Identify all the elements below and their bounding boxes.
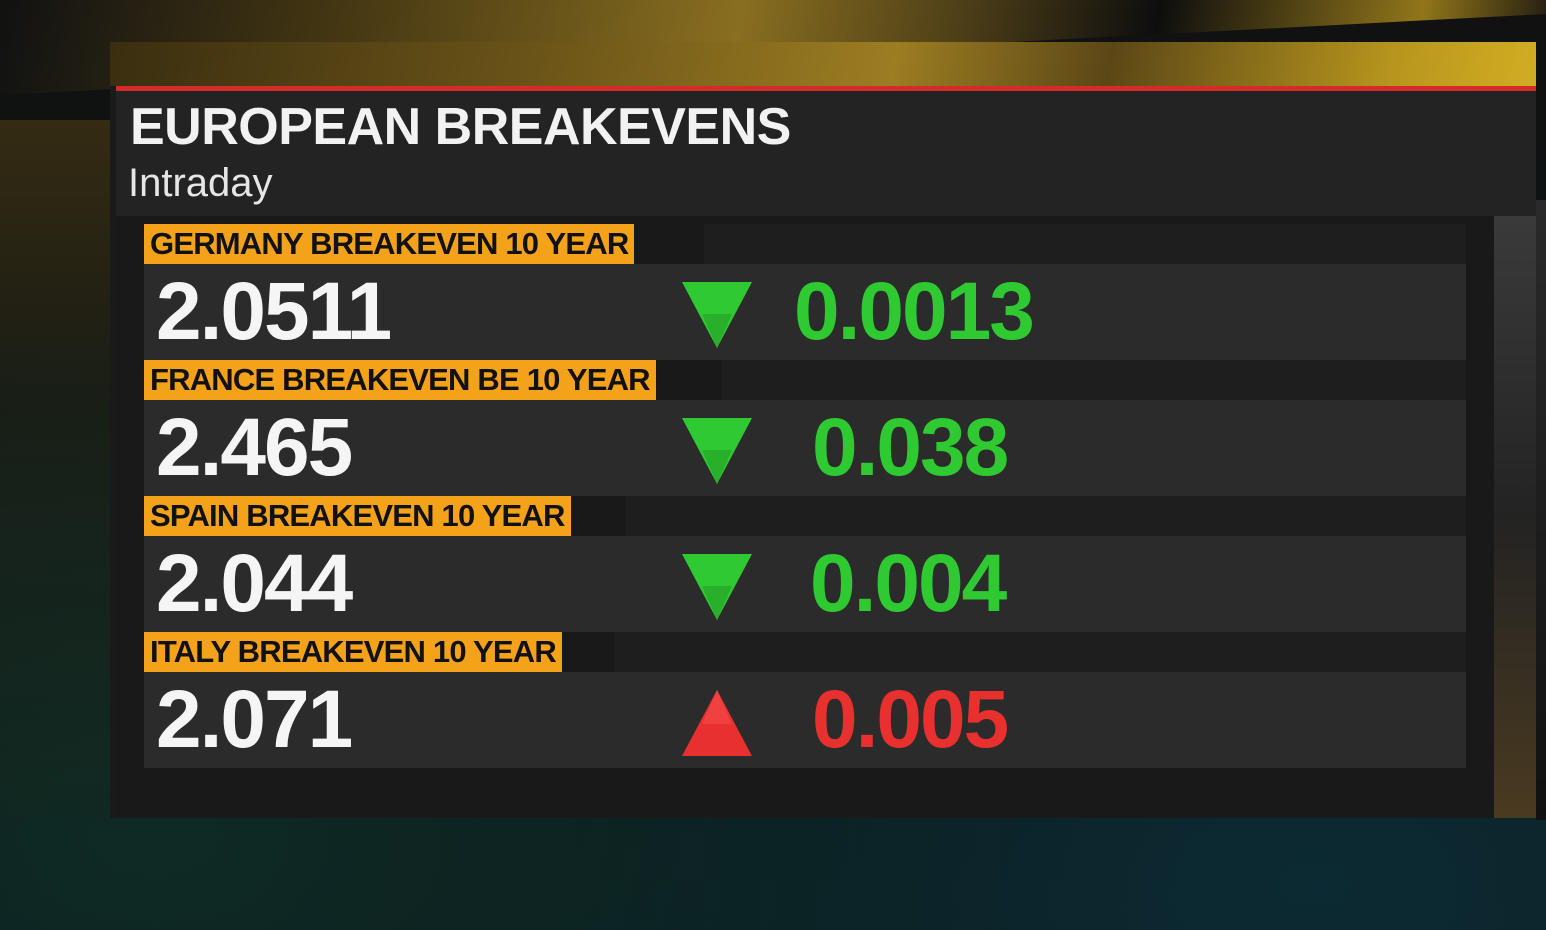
row-label-bar xyxy=(626,496,1466,536)
row-label-bar xyxy=(722,360,1466,400)
row-box: 2.044 0.004 xyxy=(144,536,1466,632)
row-label-bar xyxy=(704,224,1466,264)
row-value: 2.044 xyxy=(156,538,353,629)
arrow-down-icon xyxy=(682,282,752,348)
row-label: SPAIN BREAKEVEN 10 YEAR xyxy=(144,496,571,536)
breakevens-panel: EUROPEAN BREAKEVENS Intraday GERMANY BRE… xyxy=(110,42,1536,818)
row-change: 0.004 xyxy=(810,538,1007,629)
page-subtitle: Intraday xyxy=(128,161,273,205)
table-row: SPAIN BREAKEVEN 10 YEAR 2.044 0.004 xyxy=(144,496,1466,632)
background-streak-left xyxy=(0,120,110,820)
row-label: GERMANY BREAKEVEN 10 YEAR xyxy=(144,224,635,264)
accent-rule xyxy=(116,86,1536,91)
arrow-down-icon xyxy=(682,554,752,620)
row-label: ITALY BREAKEVEN 10 YEAR xyxy=(144,632,562,672)
right-edge-strip xyxy=(1494,216,1536,818)
rows-area: GERMANY BREAKEVEN 10 YEAR 2.0511 0.0013 … xyxy=(116,216,1536,818)
table-row: ITALY BREAKEVEN 10 YEAR 2.071 0.005 xyxy=(144,632,1466,768)
row-change: 0.038 xyxy=(812,402,1009,493)
row-box: 2.071 0.005 xyxy=(144,672,1466,768)
row-value: 2.071 xyxy=(156,674,353,765)
panel-header: EUROPEAN BREAKEVENS Intraday xyxy=(116,91,1536,216)
table-row: GERMANY BREAKEVEN 10 YEAR 2.0511 0.0013 xyxy=(144,224,1466,360)
row-box: 2.0511 0.0013 xyxy=(144,264,1466,360)
panel-top-band xyxy=(110,42,1536,86)
row-change: 0.0013 xyxy=(794,266,1035,357)
page-title: EUROPEAN BREAKEVENS xyxy=(130,98,791,156)
row-label-bar xyxy=(614,632,1466,672)
arrow-up-icon xyxy=(682,690,752,756)
row-value: 2.465 xyxy=(156,402,353,493)
row-box: 2.465 0.038 xyxy=(144,400,1466,496)
row-change: 0.005 xyxy=(812,674,1009,765)
table-row: FRANCE BREAKEVEN BE 10 YEAR 2.465 0.038 xyxy=(144,360,1466,496)
row-label: FRANCE BREAKEVEN BE 10 YEAR xyxy=(144,360,656,400)
arrow-down-icon xyxy=(682,418,752,484)
row-value: 2.0511 xyxy=(156,266,392,357)
background-streak-right xyxy=(1536,200,1546,820)
